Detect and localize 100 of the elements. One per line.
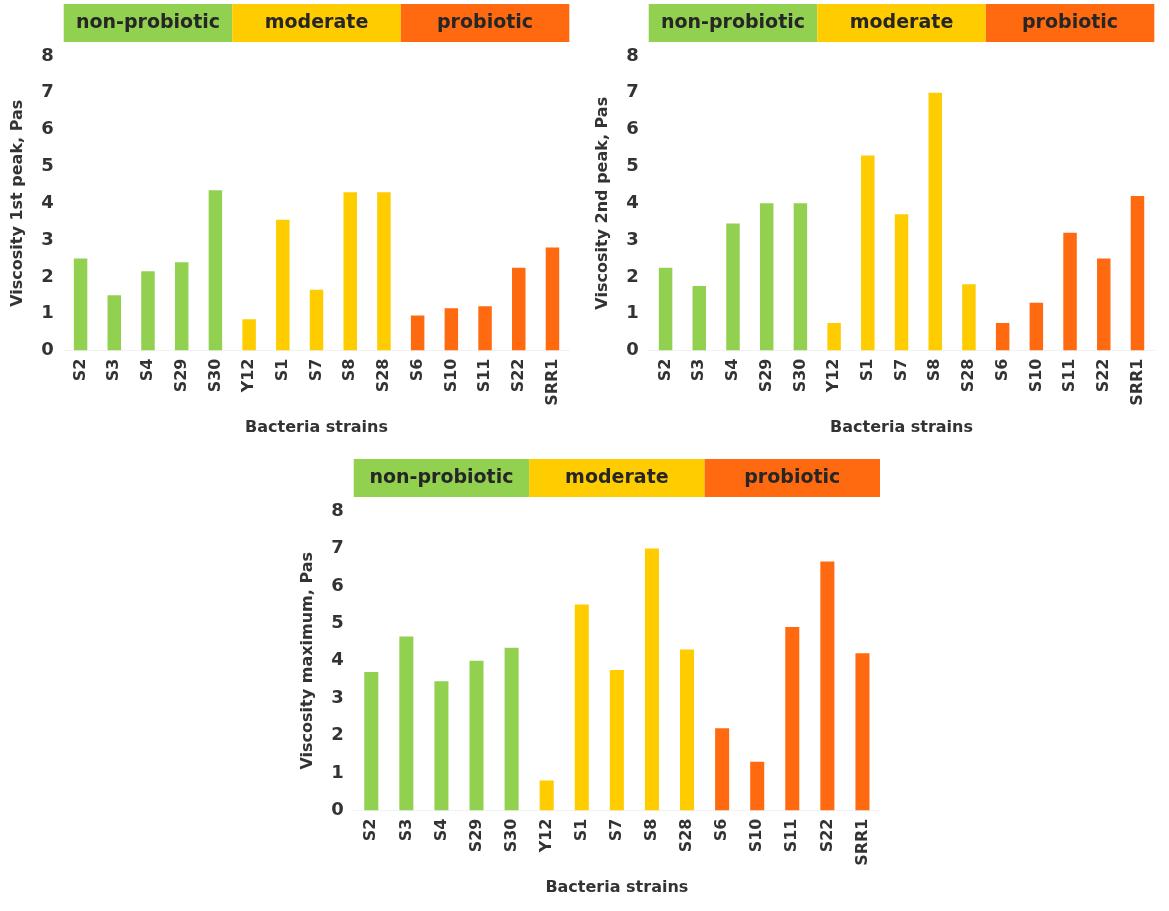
text: non-probiotic	[369, 464, 514, 487]
x-tick-label: S10	[440, 358, 460, 393]
y-axis-title: Viscosity maximum, Pas	[296, 551, 316, 770]
x-tick-label: S7	[890, 358, 910, 382]
x-tick-label: SRR1	[1126, 358, 1146, 406]
y-tick-label: 8	[626, 43, 639, 65]
bar	[658, 267, 673, 351]
bar	[785, 627, 800, 811]
text: moderate	[849, 9, 954, 32]
x-tick-label: S1	[271, 358, 291, 382]
x-tick-label: S30	[204, 358, 224, 393]
y-tick-label: 0	[41, 338, 54, 360]
y-tick-label: 2	[331, 723, 344, 745]
bar	[750, 761, 765, 811]
y-tick-label: 0	[331, 798, 344, 820]
y-tick-label: 1	[41, 301, 54, 323]
x-tick-label: Y12	[823, 358, 843, 394]
x-axis-title: Bacteria strains	[245, 416, 389, 436]
x-tick-label: S4	[137, 358, 157, 382]
bar	[208, 190, 223, 351]
x-tick-label: S30	[789, 358, 809, 393]
x-tick-label: S30	[500, 818, 520, 853]
x-tick-label: S4	[722, 358, 742, 382]
x-axis-title: Bacteria strains	[830, 416, 974, 436]
x-tick-label: Y12	[535, 818, 555, 854]
text: moderate	[264, 9, 369, 32]
y-tick-label: 2	[626, 264, 639, 286]
bar	[539, 780, 554, 811]
x-tick-label: S29	[755, 358, 775, 393]
bar	[827, 322, 841, 351]
y-tick-label: 7	[626, 80, 639, 102]
x-tick-label: S6	[406, 358, 426, 382]
x-tick-label: S2	[654, 358, 674, 382]
bar	[343, 192, 357, 351]
bar	[644, 548, 659, 811]
bar	[995, 322, 1010, 351]
x-tick-label: S11	[474, 358, 494, 393]
x-tick-label: S3	[688, 358, 708, 382]
x-tick-label: S8	[924, 358, 944, 382]
x-tick-label: S28	[373, 358, 393, 393]
bar	[469, 660, 484, 811]
bar	[364, 671, 379, 811]
y-tick-label: 5	[331, 610, 344, 632]
y-tick-label: 5	[41, 154, 54, 176]
bar	[73, 258, 88, 351]
bar	[107, 295, 122, 351]
y-tick-label: 1	[331, 760, 344, 782]
x-tick-label: S7	[606, 818, 626, 842]
bar	[410, 315, 425, 351]
bar	[692, 286, 707, 351]
bar	[894, 214, 909, 351]
bar	[444, 308, 459, 351]
x-tick-label: SRR1	[851, 818, 871, 866]
x-tick-label: Y12	[238, 358, 258, 394]
bar	[1130, 195, 1145, 351]
x-tick-label: S10	[746, 818, 766, 853]
x-tick-label: S11	[1059, 358, 1079, 393]
bar	[715, 728, 730, 811]
text: non-probiotic	[660, 9, 806, 32]
bar	[242, 319, 256, 351]
x-tick-label: S3	[103, 358, 123, 382]
y-tick-label: 2	[41, 264, 54, 286]
bar	[1029, 302, 1044, 351]
x-tick-label: S7	[305, 358, 325, 382]
bar	[512, 267, 526, 351]
y-tick-label: 3	[41, 227, 54, 249]
text: probiotic	[744, 464, 841, 487]
bar	[276, 219, 290, 351]
y-tick-label: 4	[331, 648, 344, 670]
bar	[377, 192, 391, 351]
text: probiotic	[437, 9, 534, 32]
x-tick-label: S6	[991, 358, 1011, 382]
bar	[141, 271, 155, 351]
y-tick-label: 3	[331, 685, 344, 707]
x-tick-label: S2	[360, 818, 380, 842]
bar	[820, 561, 835, 811]
bar	[574, 604, 589, 811]
bar	[1063, 232, 1077, 351]
y-tick-label: 5	[626, 154, 639, 176]
y-axis-title: Viscosity 2nd peak, Pas	[591, 96, 611, 310]
x-tick-label: S1	[856, 358, 876, 382]
y-tick-label: 8	[331, 498, 344, 520]
bar	[928, 92, 942, 351]
y-tick-label: 4	[41, 190, 54, 212]
x-tick-label: S10	[1025, 358, 1045, 393]
bar	[726, 223, 740, 351]
y-tick-label: 6	[626, 117, 639, 139]
bar	[609, 670, 624, 811]
bar	[174, 262, 189, 351]
text: non-probiotic	[75, 9, 221, 32]
text: moderate	[565, 464, 669, 487]
x-tick-label: S8	[339, 358, 359, 382]
bar	[1097, 258, 1111, 351]
x-tick-label: S6	[711, 818, 731, 842]
bar	[793, 203, 808, 351]
x-tick-label: S11	[781, 818, 801, 853]
x-tick-label: S29	[170, 358, 190, 393]
bar	[962, 284, 976, 351]
bar	[861, 155, 875, 351]
x-tick-label: S2	[69, 358, 89, 382]
